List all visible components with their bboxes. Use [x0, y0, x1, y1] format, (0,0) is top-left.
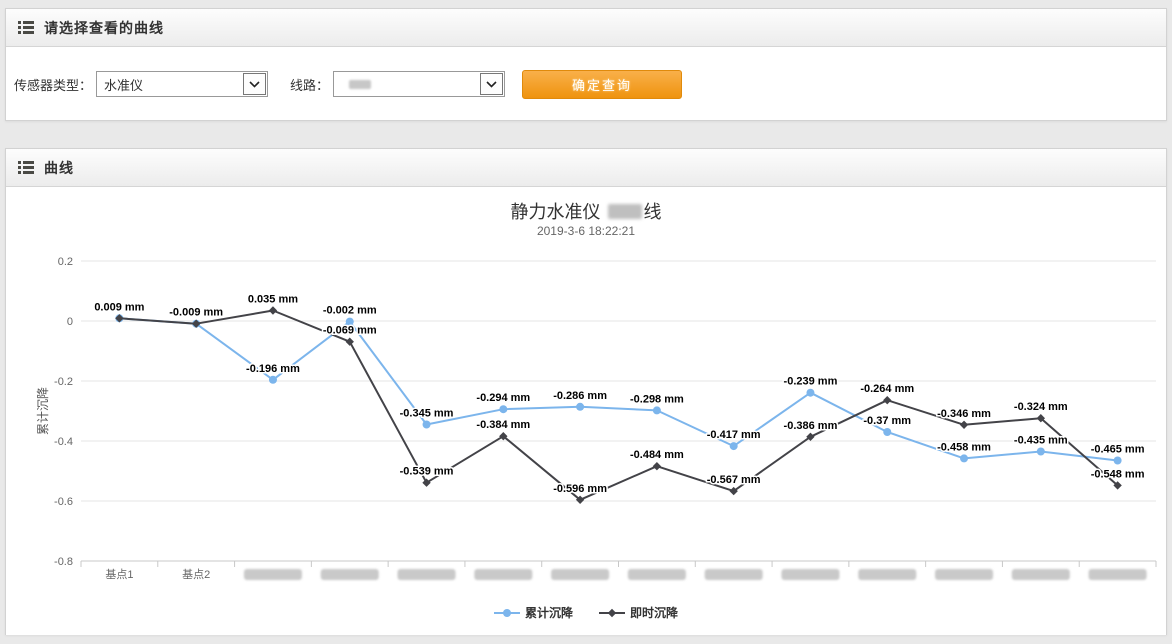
- filter-panel-title: 请选择查看的曲线: [44, 19, 164, 36]
- sensor-type-label: 传感器类型：: [14, 77, 93, 93]
- svg-text:-0.239 mm: -0.239 mm: [784, 376, 838, 388]
- legend-label: 即时沉降: [630, 606, 679, 620]
- svg-text:-0.4: -0.4: [54, 436, 73, 448]
- sensor-type-select[interactable]: 水准仪: [96, 71, 269, 97]
- svg-text:-0.8: -0.8: [54, 556, 73, 568]
- svg-text:-0.196 mm: -0.196 mm: [246, 363, 300, 375]
- svg-text:-0.2: -0.2: [54, 376, 73, 388]
- svg-text:-0.465 mm: -0.465 mm: [1091, 444, 1145, 456]
- settlement-line-chart[interactable]: 0.2 0 -0.2 -0.4 -0.6 -0.8 基点1 基点2 0.009 mm -0.009…: [6, 187, 1166, 635]
- sensor-type-value: 水准仪: [104, 77, 144, 93]
- line-value-redacted: [334, 77, 480, 92]
- chart-title: 静力水准仪 线: [510, 202, 662, 222]
- svg-text:-0.345 mm: -0.345 mm: [400, 408, 454, 420]
- line-diamond-marker-icon: [599, 608, 625, 617]
- svg-text:-0.346 mm: -0.346 mm: [937, 408, 991, 420]
- legend-item-cumulative[interactable]: 累计沉降: [493, 604, 573, 621]
- svg-text:0: 0: [67, 316, 73, 328]
- redacted-title-text: [607, 204, 642, 219]
- svg-text:-0.386 mm: -0.386 mm: [784, 420, 838, 432]
- filter-panel: 请选择查看的曲线 传感器类型： 水准仪 线路： 确定查询: [5, 8, 1167, 121]
- legend-label: 累计沉降: [524, 606, 573, 620]
- svg-text:-0.567 mm: -0.567 mm: [707, 474, 761, 486]
- chart-panel-header: 曲线: [6, 149, 1166, 187]
- svg-text:-0.417 mm: -0.417 mm: [707, 429, 761, 441]
- svg-text:-0.6: -0.6: [54, 496, 73, 508]
- svg-text:-0.539 mm: -0.539 mm: [400, 466, 454, 478]
- chart-panel-title: 曲线: [44, 159, 74, 176]
- list-icon: [18, 161, 34, 174]
- svg-text:基点1: 基点1: [105, 568, 133, 581]
- legend-item-instant[interactable]: 即时沉降: [599, 604, 678, 621]
- svg-text:-0.294 mm: -0.294 mm: [476, 392, 530, 404]
- line-label: 线路：: [290, 77, 330, 93]
- svg-text:-0.435 mm: -0.435 mm: [1014, 435, 1068, 447]
- svg-text:0.009 mm: 0.009 mm: [94, 301, 144, 313]
- svg-text:-0.002 mm: -0.002 mm: [323, 305, 377, 317]
- svg-text:-0.384 mm: -0.384 mm: [476, 419, 530, 431]
- svg-text:基点2: 基点2: [182, 568, 210, 581]
- svg-text:-0.009 mm: -0.009 mm: [169, 307, 223, 319]
- chevron-down-icon[interactable]: [480, 73, 504, 95]
- svg-text:-0.069 mm: -0.069 mm: [323, 325, 377, 337]
- svg-text:-0.324 mm: -0.324 mm: [1014, 401, 1068, 413]
- chart-container: 静力水准仪 线 2019-3-6 18:22:21 累计沉降 0.2 0 -0.2 -…: [6, 187, 1166, 635]
- chart-legend: 累计沉降 即时沉降: [6, 604, 1166, 621]
- confirm-query-button[interactable]: 确定查询: [522, 69, 683, 99]
- svg-text:0.2: 0.2: [58, 256, 73, 268]
- chart-panel: 曲线 静力水准仪 线 2019-3-6 18:22:21 累计沉降 0.2 0 -0…: [5, 148, 1167, 635]
- svg-text:-0.286 mm: -0.286 mm: [553, 390, 607, 402]
- chevron-down-icon[interactable]: [243, 73, 267, 95]
- svg-text:-0.484 mm: -0.484 mm: [630, 449, 684, 461]
- svg-text:-0.548 mm: -0.548 mm: [1091, 468, 1145, 480]
- filter-panel-header: 请选择查看的曲线: [6, 9, 1166, 47]
- line-circle-marker-icon: [493, 608, 520, 617]
- line-select[interactable]: [333, 71, 506, 97]
- filter-form: 传感器类型： 水准仪 线路： 确定查询: [6, 47, 1166, 121]
- svg-text:-0.264 mm: -0.264 mm: [860, 383, 914, 395]
- list-icon: [18, 21, 34, 34]
- svg-text:-0.596 mm: -0.596 mm: [553, 483, 607, 495]
- svg-text:-0.298 mm: -0.298 mm: [630, 393, 684, 405]
- chart-subtitle: 2019-3-6 18:22:21: [536, 224, 636, 238]
- svg-text:0.035 mm: 0.035 mm: [248, 294, 298, 306]
- svg-text:-0.458 mm: -0.458 mm: [937, 441, 991, 453]
- svg-text:-0.37 mm: -0.37 mm: [863, 415, 911, 427]
